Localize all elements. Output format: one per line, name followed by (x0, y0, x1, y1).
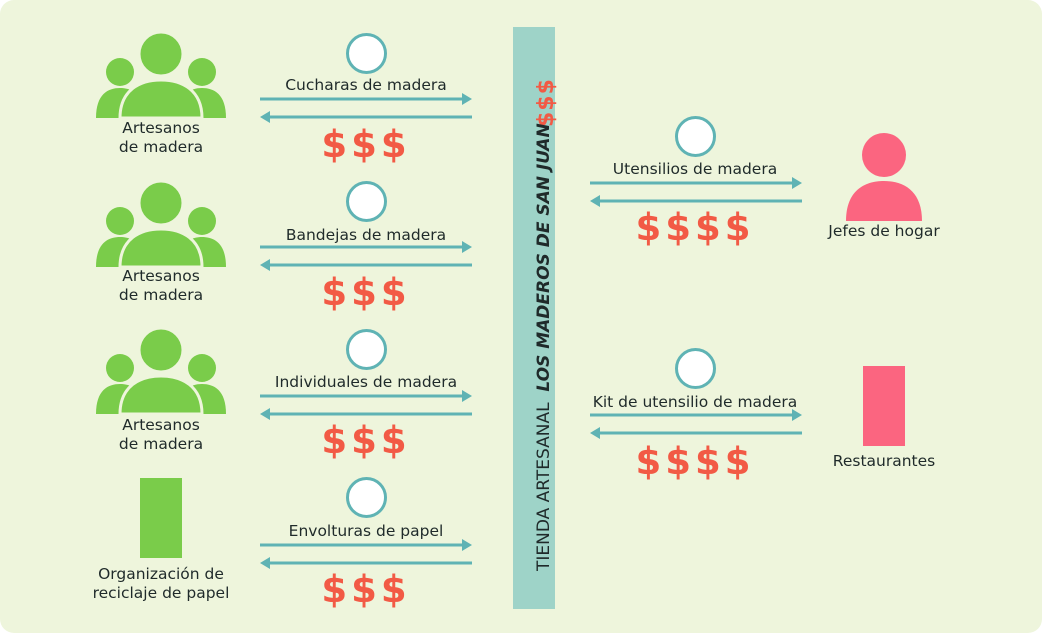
product-label: Cucharas de madera (285, 76, 447, 94)
product-circle (675, 116, 716, 157)
money-symbols: $$$ (321, 123, 411, 166)
people-group-icon (96, 328, 226, 414)
exchange-arrows (260, 539, 472, 569)
exchange-arrows (590, 177, 802, 207)
product-circle (675, 348, 716, 389)
product-label: Kit de utensilio de madera (592, 393, 798, 411)
store-name: LOS MADEROS DE SAN JUAN (534, 123, 554, 392)
product-circle (346, 33, 387, 74)
product-label: Individuales de madera (274, 373, 458, 391)
exchange-arrows (590, 409, 802, 439)
supplier-label: Organización de reciclaje de papel (92, 565, 230, 602)
person-icon (846, 133, 922, 221)
restaurant-block-icon (863, 366, 905, 446)
money-symbols: $$$$ (635, 206, 755, 249)
product-circle (346, 477, 387, 518)
exchange-arrows (260, 93, 472, 123)
product-label: Bandejas de madera (285, 226, 447, 244)
store-title: TIENDA ARTESANAL LOS MADEROS DE SAN JUAN (534, 123, 554, 571)
organization-block-icon (140, 478, 182, 558)
store-bar (513, 27, 555, 609)
customer-label: Restaurantes (832, 452, 936, 470)
exchange-arrows (260, 241, 472, 271)
money-symbols: $$$ (321, 568, 411, 611)
store-money-symbols: $$$ (534, 78, 559, 127)
money-symbols: $$$ (321, 271, 411, 314)
supplier-label: Artesanos de madera (118, 416, 204, 453)
money-symbols: $$$ (321, 419, 411, 462)
exchange-arrows (260, 390, 472, 420)
supplier-label: Artesanos de madera (118, 267, 204, 304)
store-label: TIENDA ARTESANAL (534, 402, 554, 571)
product-circle (346, 329, 387, 370)
customer-label: Jefes de hogar (828, 222, 940, 240)
product-circle (346, 181, 387, 222)
people-group-icon (96, 32, 226, 118)
money-symbols: $$$$ (635, 440, 755, 483)
product-label: Utensilios de madera (612, 160, 778, 178)
product-label: Envolturas de papel (288, 522, 444, 540)
people-group-icon (96, 181, 226, 267)
supplier-label: Artesanos de madera (118, 119, 204, 156)
